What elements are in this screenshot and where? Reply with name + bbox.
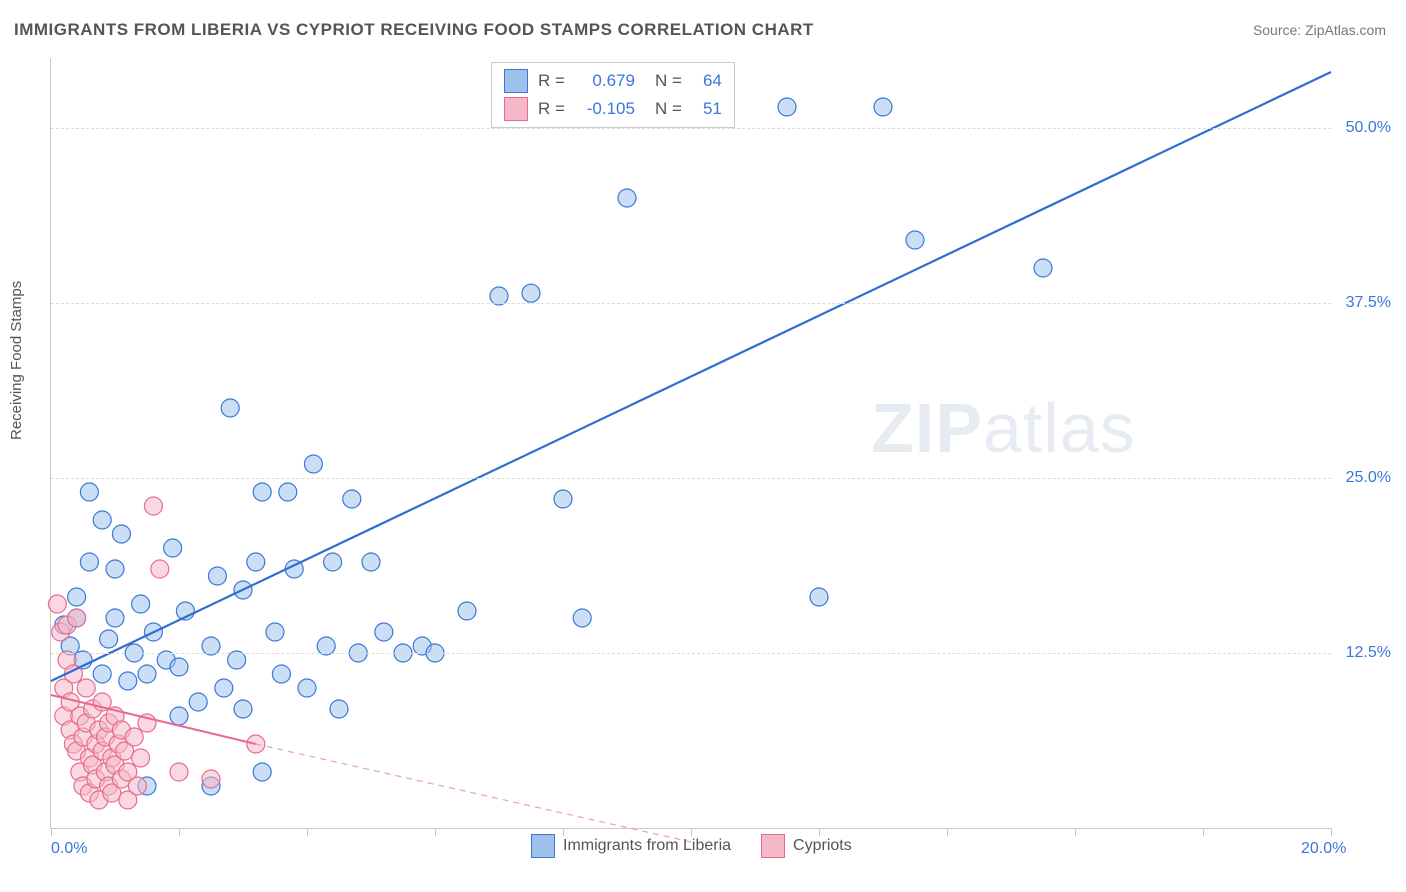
data-point <box>100 630 118 648</box>
x-tick <box>1203 828 1204 836</box>
data-point <box>202 770 220 788</box>
chart-title: IMMIGRANTS FROM LIBERIA VS CYPRIOT RECEI… <box>14 20 814 40</box>
y-tick-label: 25.0% <box>1346 469 1391 487</box>
data-point <box>208 567 226 585</box>
data-point <box>170 658 188 676</box>
legend-label: Immigrants from Liberia <box>563 837 731 855</box>
data-point <box>128 777 146 795</box>
source-label: Source: ZipAtlas.com <box>1253 22 1386 38</box>
data-point <box>1034 259 1052 277</box>
legend-item: Cypriots <box>761 834 852 858</box>
data-point <box>48 595 66 613</box>
data-point <box>170 763 188 781</box>
data-point <box>164 539 182 557</box>
data-point <box>362 553 380 571</box>
chart-svg <box>51 58 1331 828</box>
data-point <box>119 672 137 690</box>
series-legend: Immigrants from Liberia Cypriots <box>531 834 852 858</box>
data-point <box>324 553 342 571</box>
legend-item: Immigrants from Liberia <box>531 834 731 858</box>
gridline <box>51 303 1331 304</box>
data-point <box>215 679 233 697</box>
x-tick-label: 20.0% <box>1301 840 1346 858</box>
data-point <box>138 665 156 683</box>
data-point <box>253 483 271 501</box>
data-point <box>125 728 143 746</box>
legend-swatch <box>531 834 555 858</box>
data-point <box>554 490 572 508</box>
gridline <box>51 653 1331 654</box>
legend-label: Cypriots <box>793 837 852 855</box>
data-point <box>272 665 290 683</box>
data-point <box>522 284 540 302</box>
data-point <box>68 609 86 627</box>
x-tick <box>1331 828 1332 836</box>
data-point <box>573 609 591 627</box>
gridline <box>51 128 1331 129</box>
x-tick <box>1075 828 1076 836</box>
data-point <box>618 189 636 207</box>
data-point <box>189 693 207 711</box>
plot-area: ZIPatlas R =0.679N =64R =-0.105N =51 Imm… <box>50 58 1331 829</box>
x-tick <box>179 828 180 836</box>
data-point <box>298 679 316 697</box>
data-point <box>279 483 297 501</box>
data-point <box>810 588 828 606</box>
data-point <box>80 483 98 501</box>
data-point <box>778 98 796 116</box>
data-point <box>266 623 284 641</box>
x-tick <box>819 828 820 836</box>
y-axis-label: Receiving Food Stamps <box>8 281 25 440</box>
x-tick <box>947 828 948 836</box>
gridline <box>51 478 1331 479</box>
trend-line-extrapolated <box>256 744 691 842</box>
data-point <box>330 700 348 718</box>
data-point <box>874 98 892 116</box>
y-tick-label: 37.5% <box>1346 294 1391 312</box>
y-tick-label: 12.5% <box>1346 644 1391 662</box>
data-point <box>93 511 111 529</box>
x-tick <box>563 828 564 836</box>
data-point <box>132 749 150 767</box>
data-point <box>112 525 130 543</box>
data-point <box>304 455 322 473</box>
y-tick-label: 50.0% <box>1346 119 1391 137</box>
trend-line <box>51 72 1331 681</box>
data-point <box>151 560 169 578</box>
data-point <box>906 231 924 249</box>
data-point <box>106 560 124 578</box>
data-point <box>106 609 124 627</box>
data-point <box>80 553 98 571</box>
data-point <box>343 490 361 508</box>
x-tick <box>51 828 52 836</box>
x-tick <box>691 828 692 836</box>
data-point <box>234 700 252 718</box>
data-point <box>221 399 239 417</box>
data-point <box>93 665 111 683</box>
x-tick <box>435 828 436 836</box>
legend-swatch <box>761 834 785 858</box>
x-tick <box>307 828 308 836</box>
data-point <box>458 602 476 620</box>
data-point <box>375 623 393 641</box>
data-point <box>253 763 271 781</box>
x-tick-label: 0.0% <box>51 840 87 858</box>
data-point <box>247 553 265 571</box>
data-point <box>77 679 95 697</box>
data-point <box>132 595 150 613</box>
data-point <box>144 497 162 515</box>
data-point <box>170 707 188 725</box>
data-point <box>68 588 86 606</box>
